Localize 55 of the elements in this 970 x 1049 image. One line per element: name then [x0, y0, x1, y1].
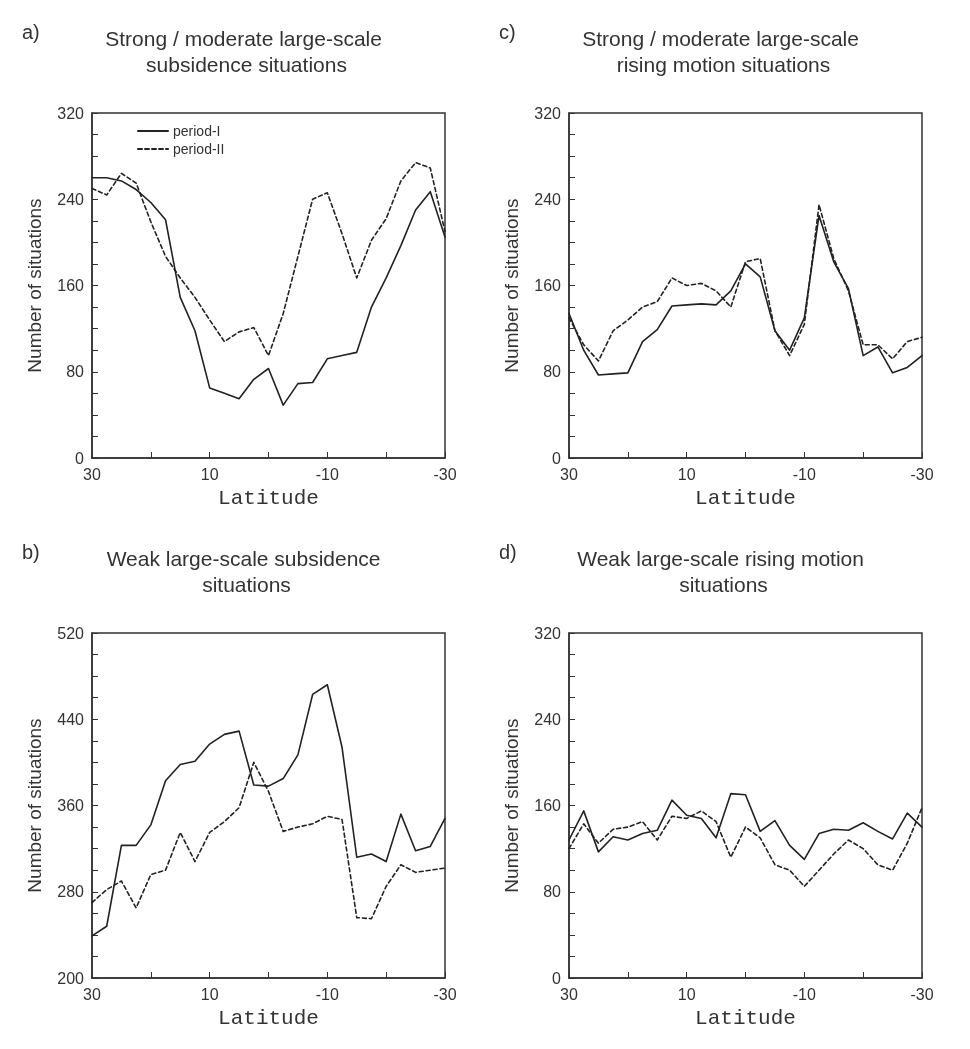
x-tick-label: 30 [83, 465, 101, 483]
x-tick-label: -10 [315, 985, 339, 1003]
y-axis-title: Number of situations [501, 198, 522, 373]
x-axis-title: Latitude [695, 487, 796, 510]
y-tick-label: 160 [534, 797, 562, 814]
y-tick-label: 320 [534, 624, 562, 642]
y-tick-label: 80 [543, 363, 562, 381]
y-axis-title: Number of situations [24, 718, 45, 893]
chart-title: Strong / moderate large-scale subsidence situations [105, 26, 388, 76]
y-tick-label: 240 [534, 190, 562, 208]
y-tick-label: 240 [57, 190, 85, 208]
y-axis-title: Number of situations [501, 718, 522, 893]
y-tick-label: 80 [66, 363, 85, 381]
x-tick-label: 30 [560, 985, 578, 1003]
text: b) [22, 541, 40, 563]
y-tick-label: 0 [552, 449, 562, 467]
y-tick-label: 320 [534, 104, 562, 122]
legend-label: period-I [173, 123, 221, 139]
x-axis-title: Latitude [218, 487, 319, 510]
y-tick-label: 320 [57, 104, 85, 122]
x-tick-label: 30 [83, 985, 101, 1003]
x-tick-label: -10 [792, 465, 816, 483]
line-series [91, 683, 446, 937]
x-tick-label: -30 [433, 465, 457, 483]
x-tick-label: -10 [792, 985, 816, 1003]
x-tick-label: -10 [315, 465, 339, 483]
y-tick-label: 160 [534, 277, 562, 294]
y-tick-label: 80 [543, 883, 562, 901]
chart-title: Weak large-scale rising motion situations [577, 546, 870, 596]
y-tick-label: 0 [552, 969, 562, 987]
text: a) [22, 21, 40, 43]
text: d) [499, 541, 517, 563]
x-tick-label: -30 [910, 465, 934, 483]
x-axis-title: Latitude [695, 1007, 796, 1030]
y-tick-label: 160 [57, 277, 85, 294]
x-tick-label: 10 [200, 985, 219, 1003]
y-tick-label: 360 [57, 797, 85, 814]
x-tick-label: 10 [200, 465, 219, 483]
y-tick-label: 440 [57, 710, 85, 728]
x-tick-label: -30 [433, 985, 457, 1003]
y-tick-label: 240 [534, 710, 562, 728]
y-axis-title: Number of situations [24, 198, 45, 373]
y-tick-label: 200 [57, 969, 85, 987]
text: c) [499, 21, 516, 43]
x-tick-label: -30 [910, 985, 934, 1003]
y-tick-label: 520 [57, 624, 85, 642]
x-tick-label: 30 [560, 465, 578, 483]
y-tick-label: 280 [57, 883, 85, 901]
y-tick-label: 0 [75, 449, 85, 467]
x-axis-title: Latitude [218, 1007, 319, 1030]
legend-label: period-II [173, 141, 225, 157]
x-tick-label: 10 [677, 985, 696, 1003]
chart-title: Strong / moderate large-scale rising motion situations [582, 26, 865, 76]
x-tick-label: 10 [677, 465, 696, 483]
chart-title: Weak large-scale subsidence situations [106, 546, 387, 596]
